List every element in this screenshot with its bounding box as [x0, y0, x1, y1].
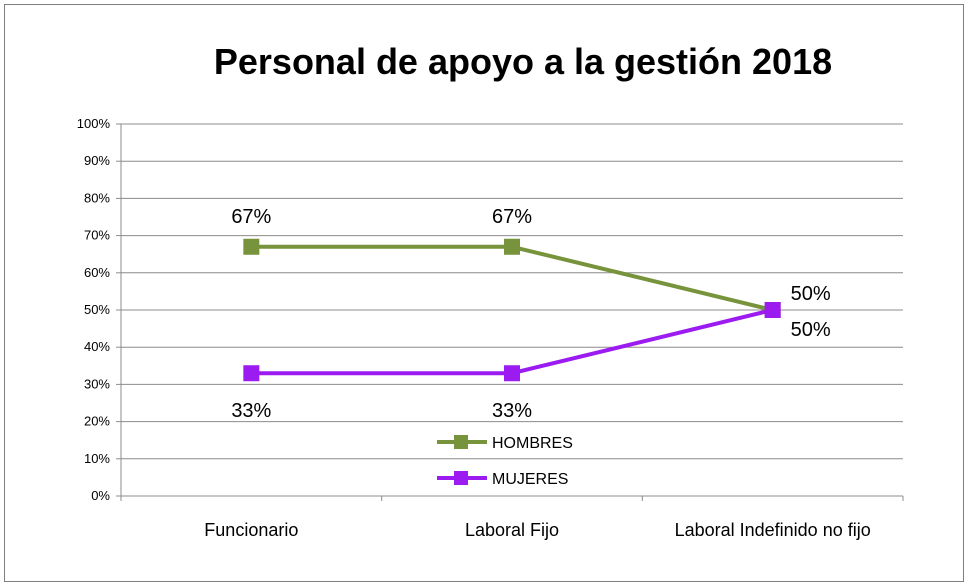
- y-tick-label: 80%: [84, 190, 110, 205]
- data-labels: 67% 67% 50% 33% 33% 50%: [231, 206, 831, 422]
- line-chart: Personal de apoyo a la gestión 2018 0% 10…: [77, 41, 904, 540]
- chart-area: Personal de apoyo a la gestión 2018 0% 10…: [4, 4, 964, 582]
- y-tick-label: 50%: [84, 302, 110, 317]
- data-label: 67%: [231, 206, 271, 228]
- legend-label: HOMBRES: [492, 435, 573, 452]
- y-tick-label: 60%: [84, 265, 110, 280]
- x-tick-label: Laboral Fijo: [465, 520, 559, 540]
- y-tick-label: 20%: [84, 414, 110, 429]
- chart-title: Personal de apoyo a la gestión 2018: [214, 41, 832, 82]
- data-label: 33%: [231, 400, 271, 422]
- y-tick-label: 30%: [84, 376, 110, 391]
- data-point-marker: [764, 302, 781, 318]
- legend-swatch-marker: [454, 435, 468, 449]
- series-line: [251, 244, 774, 312]
- legend-label: MUJERES: [492, 471, 568, 488]
- x-tick-label: Funcionario: [204, 520, 298, 540]
- x-tick-label: Laboral Indefinido no fijo: [675, 520, 871, 540]
- data-label: 50%: [791, 319, 831, 341]
- y-tick-label: 90%: [84, 153, 110, 168]
- data-point-marker: [243, 365, 260, 382]
- data-point-marker: [504, 365, 520, 382]
- gridlines: [121, 123, 903, 460]
- data-label: 67%: [492, 206, 532, 228]
- data-point-marker: [504, 238, 520, 255]
- legend-swatch-marker: [454, 471, 468, 485]
- data-label: 33%: [492, 400, 532, 422]
- data-label: 50%: [791, 283, 831, 305]
- y-tick-label: 100%: [77, 116, 111, 131]
- series-line: [251, 308, 774, 376]
- axes: 0% 10% 20% 30% 40% 50% 60% 70% 80% 90% 100% Funcion…: [77, 116, 904, 540]
- series-lines: [243, 238, 781, 382]
- y-tick-label: 0%: [91, 488, 110, 503]
- y-tick-label: 40%: [84, 339, 110, 354]
- y-tick-label: 70%: [84, 228, 110, 243]
- y-tick-label: 10%: [84, 451, 110, 466]
- legend: HOMBRES MUJERES: [437, 435, 573, 488]
- data-point-marker: [243, 238, 260, 255]
